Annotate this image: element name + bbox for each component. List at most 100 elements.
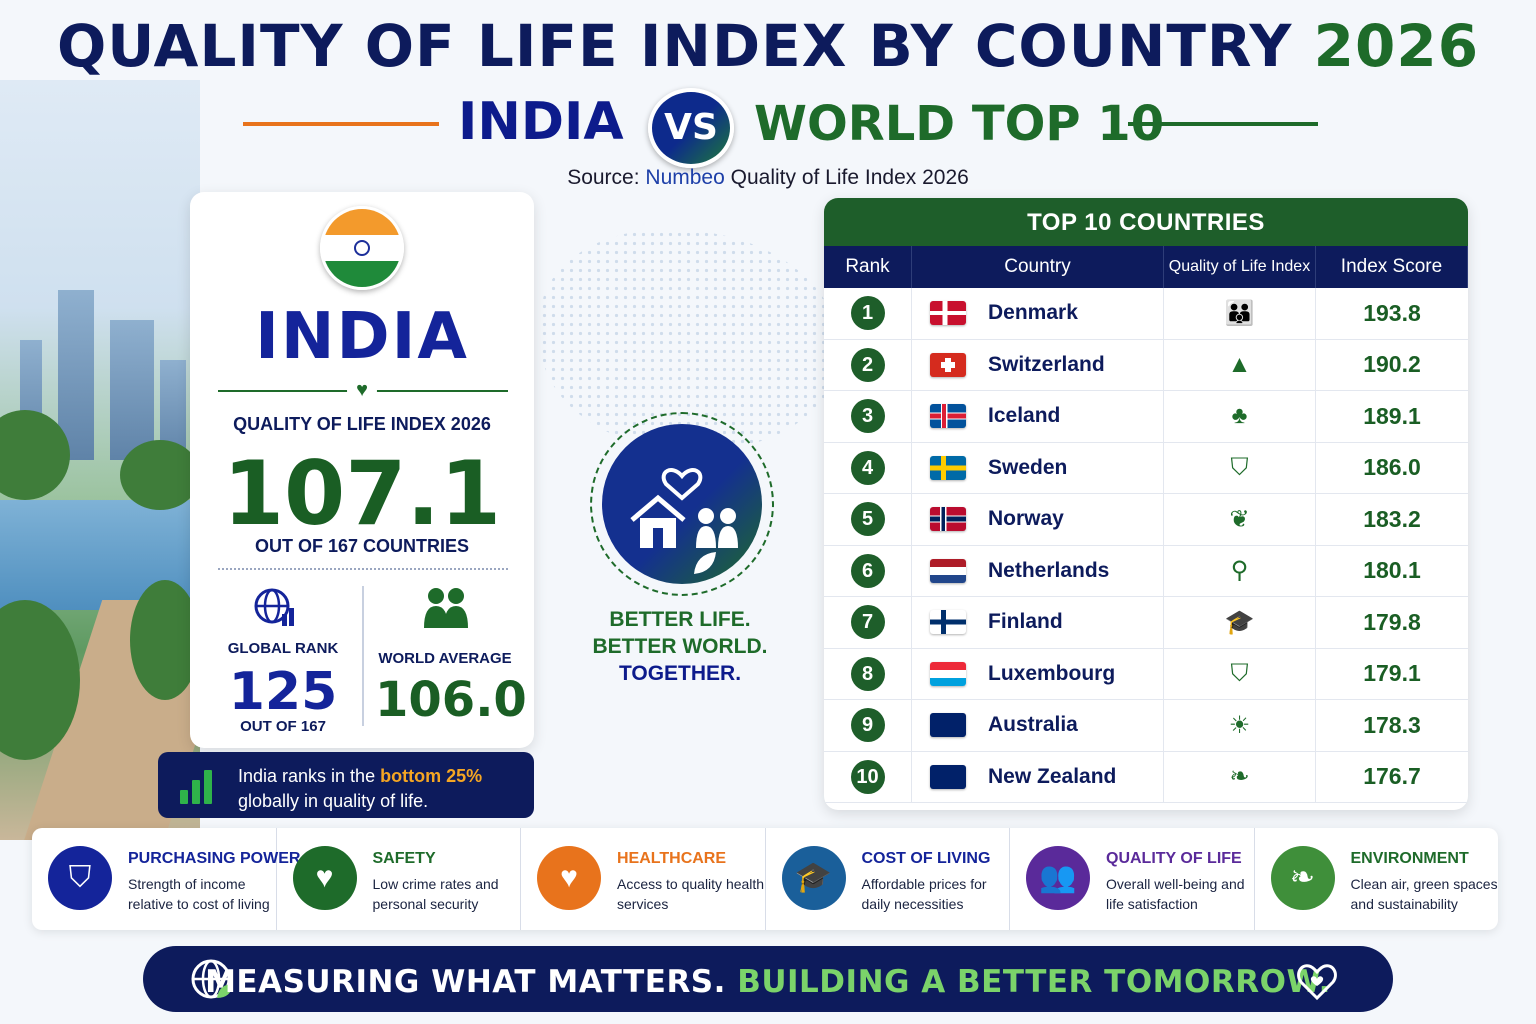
rank-badge: 4	[850, 450, 885, 485]
shield-check-icon: ⛉	[1230, 453, 1249, 481]
index-score: 179.1	[1363, 660, 1421, 687]
table-row: 7 Finland 🎓 179.8	[824, 597, 1468, 649]
people-icon	[424, 588, 468, 628]
category-title: HEALTHCARE	[617, 850, 727, 867]
country-name: Netherlands	[988, 558, 1110, 582]
bar-chart-icon	[176, 768, 216, 804]
country-flag-icon	[930, 610, 966, 635]
source-line: Source: Numbeo Quality of Life Index 202…	[567, 166, 969, 189]
city-park-illustration	[0, 80, 200, 840]
category-desc: Low crime rates and personal security	[372, 876, 499, 912]
rank-badge: 10	[850, 759, 885, 794]
country-cell: Luxembourg	[912, 648, 1164, 699]
index-score: 178.3	[1363, 711, 1421, 738]
category-title: SAFETY	[372, 850, 436, 867]
category-title: PURCHASING POWER	[128, 850, 301, 867]
global-rank-label: GLOBAL RANK	[227, 640, 339, 657]
mountain-icon: ▲	[1227, 350, 1252, 378]
table-title: TOP 10 COUNTRIES	[824, 198, 1468, 246]
country-flag-icon	[930, 558, 966, 583]
country-flag-icon	[930, 455, 966, 480]
leaf-icon: ❧	[1229, 763, 1250, 791]
rank-cell: 6	[824, 545, 912, 596]
category-desc: Clean air, green spaces and sustainabili…	[1350, 876, 1498, 912]
qol-icon-cell: ⛉	[1164, 442, 1316, 493]
country-flag-icon	[930, 301, 966, 326]
table-row: 10 New Zealand ❧ 176.7	[824, 751, 1468, 803]
globe-chart-icon	[254, 588, 294, 626]
subtitle-india: INDIA	[458, 92, 624, 152]
rank-badge: 5	[850, 502, 885, 537]
india-index-label: QUALITY OF LIFE INDEX 2026	[233, 414, 491, 434]
rank-badge: 7	[850, 605, 885, 640]
heart-icon: ♥	[347, 376, 377, 406]
country-flag-icon	[930, 352, 966, 377]
rank-cell: 7	[824, 597, 912, 648]
category-item: 👥 QUALITY OF LIFE Overall well-being and…	[1010, 828, 1255, 930]
page-title: QUALITY OF LIFE INDEX BY COUNTRY 2026	[56, 12, 1480, 80]
category-title: COST OF LIVING	[861, 850, 991, 867]
bicycle-icon: ⚲	[1230, 557, 1249, 585]
subtitle-world: WORLD TOP 10	[754, 96, 1165, 152]
divider-right	[1128, 122, 1318, 126]
sun-icon: ☀	[1228, 711, 1251, 739]
source-link[interactable]: Numbeo	[645, 166, 725, 189]
table-body: 1 Denmark 👪 193.8 2 Switzerland ▲ 190.2 …	[824, 288, 1468, 803]
family-care-icon: 👪	[1224, 299, 1255, 327]
rank-badge: 8	[850, 656, 885, 691]
index-score: 179.8	[1363, 608, 1421, 635]
country-flag-icon	[930, 404, 966, 429]
table-row: 5 Norway ❦ 183.2	[824, 494, 1468, 546]
heart-hands-icon	[1297, 964, 1337, 1001]
country-flag-icon	[930, 661, 966, 686]
community-icon: ❦	[1229, 505, 1250, 533]
qol-icon-cell: ▲	[1164, 339, 1316, 390]
index-score: 190.2	[1363, 351, 1421, 378]
country-cell: Iceland	[912, 391, 1164, 442]
country-name: New Zealand	[988, 764, 1117, 788]
world-average-label: WORLD AVERAGE	[378, 650, 512, 667]
table-row: 6 Netherlands ⚲ 180.1	[824, 545, 1468, 597]
country-name: Switzerland	[988, 352, 1105, 376]
table-row: 2 Switzerland ▲ 190.2	[824, 339, 1468, 391]
footer-banner: MEASURING WHAT MATTERS. BUILDING A BETTE…	[143, 946, 1393, 1012]
country-cell: New Zealand	[912, 751, 1164, 802]
shield-check-icon: ⛉	[1230, 659, 1249, 687]
rank-cell: 3	[824, 391, 912, 442]
rank-badge: 2	[850, 347, 885, 382]
graduation-cap-icon: 🎓	[1224, 608, 1255, 636]
table-header: Rank Country Quality of Life Index Index…	[824, 246, 1468, 288]
rank-badge: 9	[850, 708, 885, 743]
graduation-cap-icon: 🎓	[781, 846, 846, 910]
index-score: 176.7	[1363, 763, 1421, 790]
country-name: Australia	[988, 713, 1078, 737]
rank-cell: 5	[824, 494, 912, 545]
country-cell: Norway	[912, 494, 1164, 545]
country-cell: Australia	[912, 700, 1164, 751]
index-score: 189.1	[1363, 402, 1421, 429]
country-name: Sweden	[988, 455, 1068, 479]
country-cell: Sweden	[912, 442, 1164, 493]
world-average-value: 106.0	[375, 672, 527, 728]
header-index-score: Index Score	[1316, 246, 1468, 288]
country-name: Finland	[988, 610, 1063, 634]
header-country: Country	[912, 246, 1164, 288]
table-row: 4 Sweden ⛉ 186.0	[824, 442, 1468, 494]
home-family-icon	[630, 468, 738, 574]
global-rank-out-of: OUT OF 167	[240, 718, 326, 735]
category-desc: Overall well-being and life satisfaction	[1106, 876, 1245, 912]
qol-icon-cell: ♣	[1164, 391, 1316, 442]
category-desc: Affordable prices for daily necessities	[861, 876, 987, 912]
subtitle-row: INDIA VS WORLD TOP 10	[0, 88, 1536, 168]
rank-cell: 2	[824, 339, 912, 390]
index-score: 186.0	[1363, 454, 1421, 481]
tree-icon: ♣	[1231, 402, 1248, 430]
india-note-box: India ranks in the bottom 25% globally i…	[158, 752, 534, 818]
divider-left	[243, 122, 439, 126]
table-row: 8 Luxembourg ⛉ 179.1	[824, 648, 1468, 700]
india-flag-icon	[320, 206, 404, 290]
header-qol-index: Quality of Life Index	[1164, 246, 1316, 288]
table-row: 3 Iceland ♣ 189.1	[824, 391, 1468, 443]
table-row: 1 Denmark 👪 193.8	[824, 288, 1468, 340]
rank-badge: 6	[850, 553, 885, 588]
